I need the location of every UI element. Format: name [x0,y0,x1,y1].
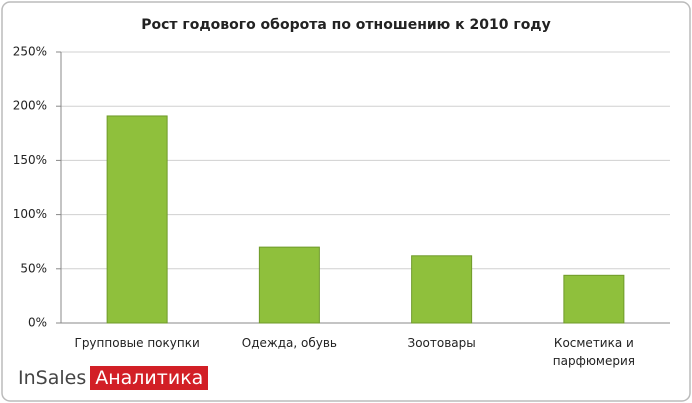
bar [106,115,168,324]
logo-brand: InSales [18,367,87,389]
logo-product: Аналитика [90,366,209,390]
x-tick-label: Групповые покупки [74,336,200,350]
x-tick-label: Зоотовары [407,336,476,350]
bar [258,246,320,324]
x-tick-label: Косметика и парфюмерия [552,336,635,368]
y-tick-label: 250% [13,45,47,59]
chart-title: Рост годового оборота по отношению к 201… [141,17,551,33]
y-tick-label: 50% [20,261,47,275]
bar [563,274,625,324]
y-tick-label: 0% [28,316,47,330]
y-tick-label: 100% [13,207,47,221]
x-tick-label: Одежда, обувь [241,336,337,350]
logo: InSales Аналитика [18,366,209,390]
y-tick-label: 150% [13,153,47,167]
bar [411,255,473,324]
y-tick-label: 200% [13,99,47,113]
